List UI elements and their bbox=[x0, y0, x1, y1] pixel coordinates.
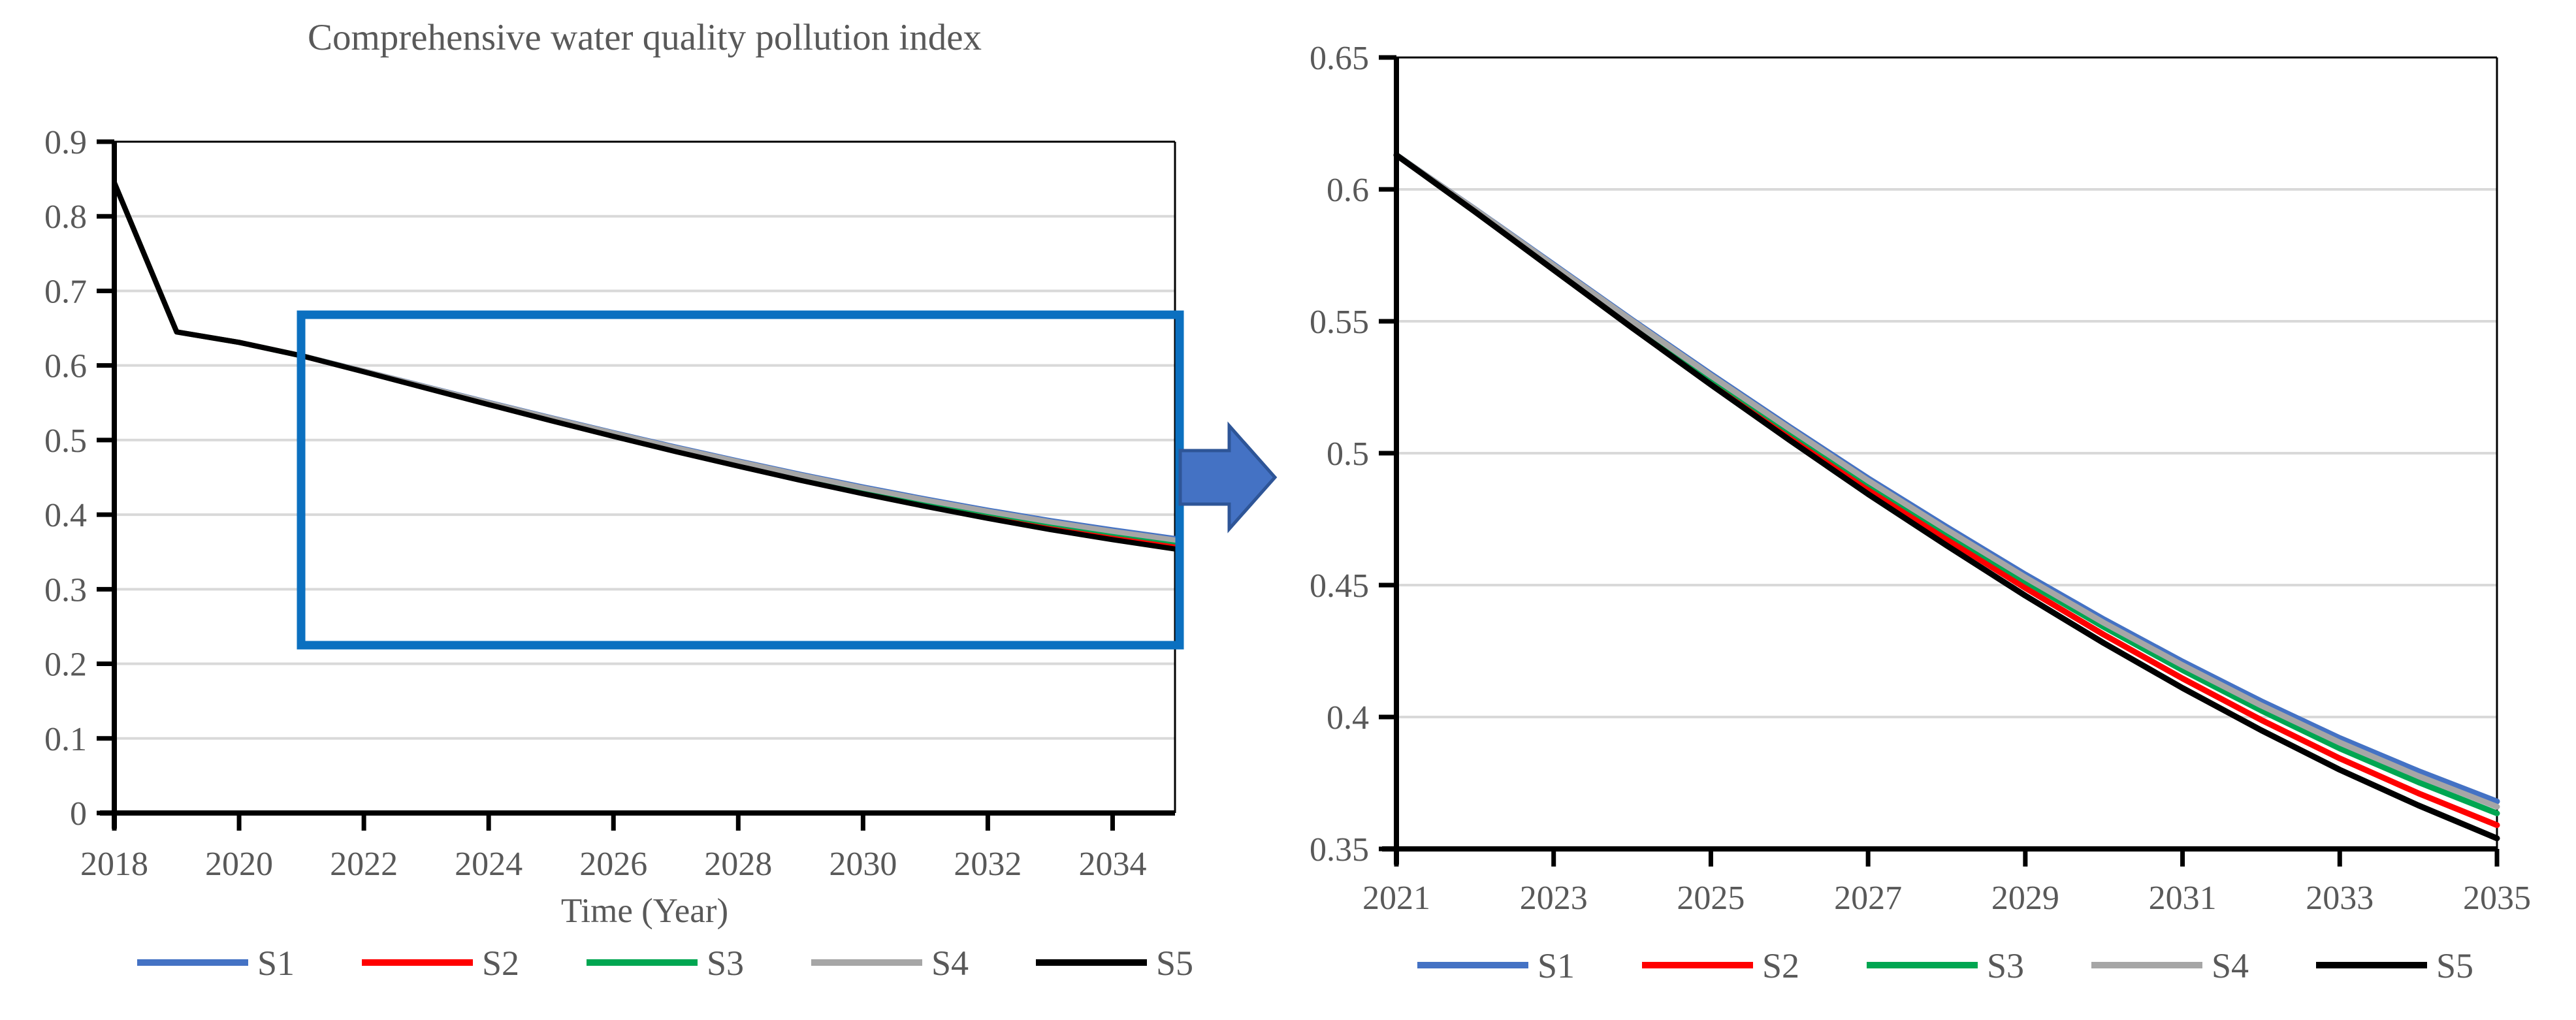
y-tick-label: 0.6 bbox=[44, 348, 87, 385]
x-tick-label: 2023 bbox=[1520, 880, 1588, 917]
x-tick-label: 2018 bbox=[80, 846, 148, 883]
y-tick-label: 0.35 bbox=[1310, 831, 1369, 869]
x-tick-label: 2029 bbox=[1991, 880, 2059, 917]
x-tick-label: 2034 bbox=[1078, 846, 1146, 883]
left-chart-x-axis-title: Time (Year) bbox=[561, 892, 728, 930]
series-line-S1 bbox=[1393, 152, 2500, 805]
series-line-S5 bbox=[1393, 152, 2500, 842]
x-tick-label: 2025 bbox=[1677, 880, 1745, 917]
x-tick-label: 2026 bbox=[579, 846, 647, 883]
x-tick-label: 2024 bbox=[455, 846, 523, 883]
legend-label: S3 bbox=[707, 944, 744, 983]
legend-label: S2 bbox=[1762, 946, 1799, 985]
y-tick-label: 0 bbox=[70, 795, 87, 833]
legend-item-S3: S3 bbox=[1867, 946, 2024, 985]
legend-item-S1: S1 bbox=[137, 944, 295, 983]
y-tick-label: 0.3 bbox=[44, 571, 87, 609]
series-line-S2 bbox=[112, 180, 1178, 548]
legend-label: S4 bbox=[2212, 946, 2249, 985]
y-tick-label: 0.7 bbox=[44, 273, 87, 310]
y-tick-label: 0.5 bbox=[44, 422, 87, 460]
series-line-S3 bbox=[112, 180, 1178, 545]
legend-label: S4 bbox=[931, 944, 969, 983]
y-tick-label: 0.8 bbox=[44, 199, 87, 236]
series-line-S1 bbox=[112, 180, 1178, 541]
x-tick-label: 2031 bbox=[2149, 880, 2217, 917]
legend-item-S2: S2 bbox=[1642, 946, 1799, 985]
x-tick-label: 2035 bbox=[2463, 880, 2531, 917]
y-tick-label: 0.1 bbox=[44, 721, 87, 758]
legend-item-S5: S5 bbox=[1036, 944, 1193, 983]
legend-item-S3: S3 bbox=[587, 944, 744, 983]
legend-label: S1 bbox=[1538, 946, 1575, 985]
legend-item-S4: S4 bbox=[2091, 946, 2249, 985]
y-tick-label: 0.5 bbox=[1327, 436, 1369, 473]
series-line-S4 bbox=[112, 180, 1178, 543]
x-tick-label: 2028 bbox=[704, 846, 772, 883]
right-chart: 2021 2023 2025 2027 2029 2031 2033 2035 0.35 0.4 0… bbox=[1310, 40, 2531, 985]
legend-item-S1: S1 bbox=[1417, 946, 1575, 985]
y-tick-label: 0.55 bbox=[1310, 304, 1369, 341]
left-chart: 2018 2020 2022 2024 2026 2028 2030 2032 2034 0 0.1… bbox=[44, 124, 1193, 983]
legend-label: S1 bbox=[257, 944, 295, 983]
x-tick-label: 2032 bbox=[954, 846, 1022, 883]
legend-item-S5: S5 bbox=[2316, 946, 2473, 985]
y-tick-label: 0.45 bbox=[1310, 567, 1369, 605]
y-tick-label: 0.6 bbox=[1327, 172, 1369, 209]
x-tick-label: 2030 bbox=[829, 846, 897, 883]
x-tick-label: 2020 bbox=[205, 846, 273, 883]
x-tick-label: 2022 bbox=[330, 846, 398, 883]
y-tick-label: 0.65 bbox=[1310, 40, 1369, 77]
x-tick-label: 2027 bbox=[1834, 880, 1902, 917]
series-line-S3 bbox=[1393, 152, 2500, 816]
y-tick-label: 0.4 bbox=[44, 497, 87, 534]
x-tick-label: 2021 bbox=[1362, 880, 1430, 917]
x-tick-label: 2033 bbox=[2306, 880, 2374, 917]
series-line-S2 bbox=[1393, 152, 2500, 829]
legend-label: S3 bbox=[1987, 946, 2024, 985]
left-chart-title: Comprehensive water quality pollution in… bbox=[308, 17, 982, 58]
zoom-arrow-icon bbox=[1178, 421, 1278, 534]
series-line-S4 bbox=[1393, 152, 2500, 810]
y-tick-label: 0.2 bbox=[44, 646, 87, 684]
legend-label: S5 bbox=[1156, 944, 1193, 983]
y-tick-label: 0.9 bbox=[44, 124, 87, 161]
series-line-S5 bbox=[112, 180, 1178, 552]
y-tick-label: 0.4 bbox=[1327, 699, 1369, 737]
legend-item-S4: S4 bbox=[811, 944, 969, 983]
legend-item-S2: S2 bbox=[362, 944, 519, 983]
legend-label: S2 bbox=[482, 944, 519, 983]
legend-label: S5 bbox=[2436, 946, 2473, 985]
